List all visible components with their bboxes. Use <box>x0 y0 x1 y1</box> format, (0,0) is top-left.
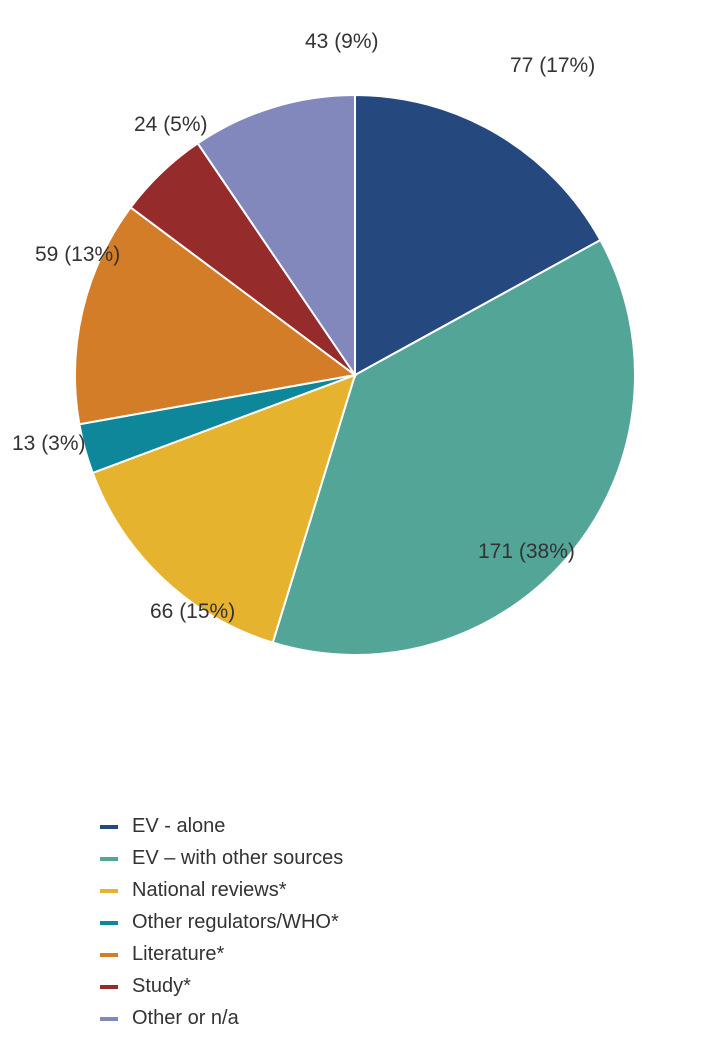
legend-marker <box>100 985 118 989</box>
legend-label: Study* <box>132 975 191 998</box>
pie-chart-container: 77 (17%) 171 (38%) 66 (15%) 13 (3%) 59 (13%)… <box>0 0 709 750</box>
legend-marker <box>100 857 118 861</box>
legend-marker <box>100 953 118 957</box>
legend-label: National reviews* <box>132 879 287 902</box>
legend-item: Other or n/a <box>100 1007 343 1030</box>
legend-item: Literature* <box>100 943 343 966</box>
slice-label-study: 24 (5%) <box>134 113 208 137</box>
legend-marker <box>100 921 118 925</box>
slice-label-ev_alone: 77 (17%) <box>510 54 595 78</box>
slice-label-national_reviews: 66 (15%) <box>150 600 235 624</box>
legend-marker <box>100 889 118 893</box>
legend-label: EV – with other sources <box>132 847 343 870</box>
slice-label-other_regulators: 13 (3%) <box>12 432 86 456</box>
legend-label: EV - alone <box>132 815 225 838</box>
legend-item: Study* <box>100 975 343 998</box>
legend-label: Literature* <box>132 943 224 966</box>
legend-marker <box>100 825 118 829</box>
slice-label-literature: 59 (13%) <box>35 243 120 267</box>
legend-label: Other regulators/WHO* <box>132 911 339 934</box>
legend-label: Other or n/a <box>132 1007 239 1030</box>
legend-marker <box>100 1017 118 1021</box>
legend: EV - alone EV – with other sources Nationa… <box>100 815 343 1039</box>
pie-chart-svg <box>55 75 655 675</box>
legend-item: National reviews* <box>100 879 343 902</box>
legend-item: EV - alone <box>100 815 343 838</box>
slice-label-ev_with_other: 171 (38%) <box>478 540 575 564</box>
slice-label-other_na: 43 (9%) <box>305 30 379 54</box>
legend-item: EV – with other sources <box>100 847 343 870</box>
legend-item: Other regulators/WHO* <box>100 911 343 934</box>
